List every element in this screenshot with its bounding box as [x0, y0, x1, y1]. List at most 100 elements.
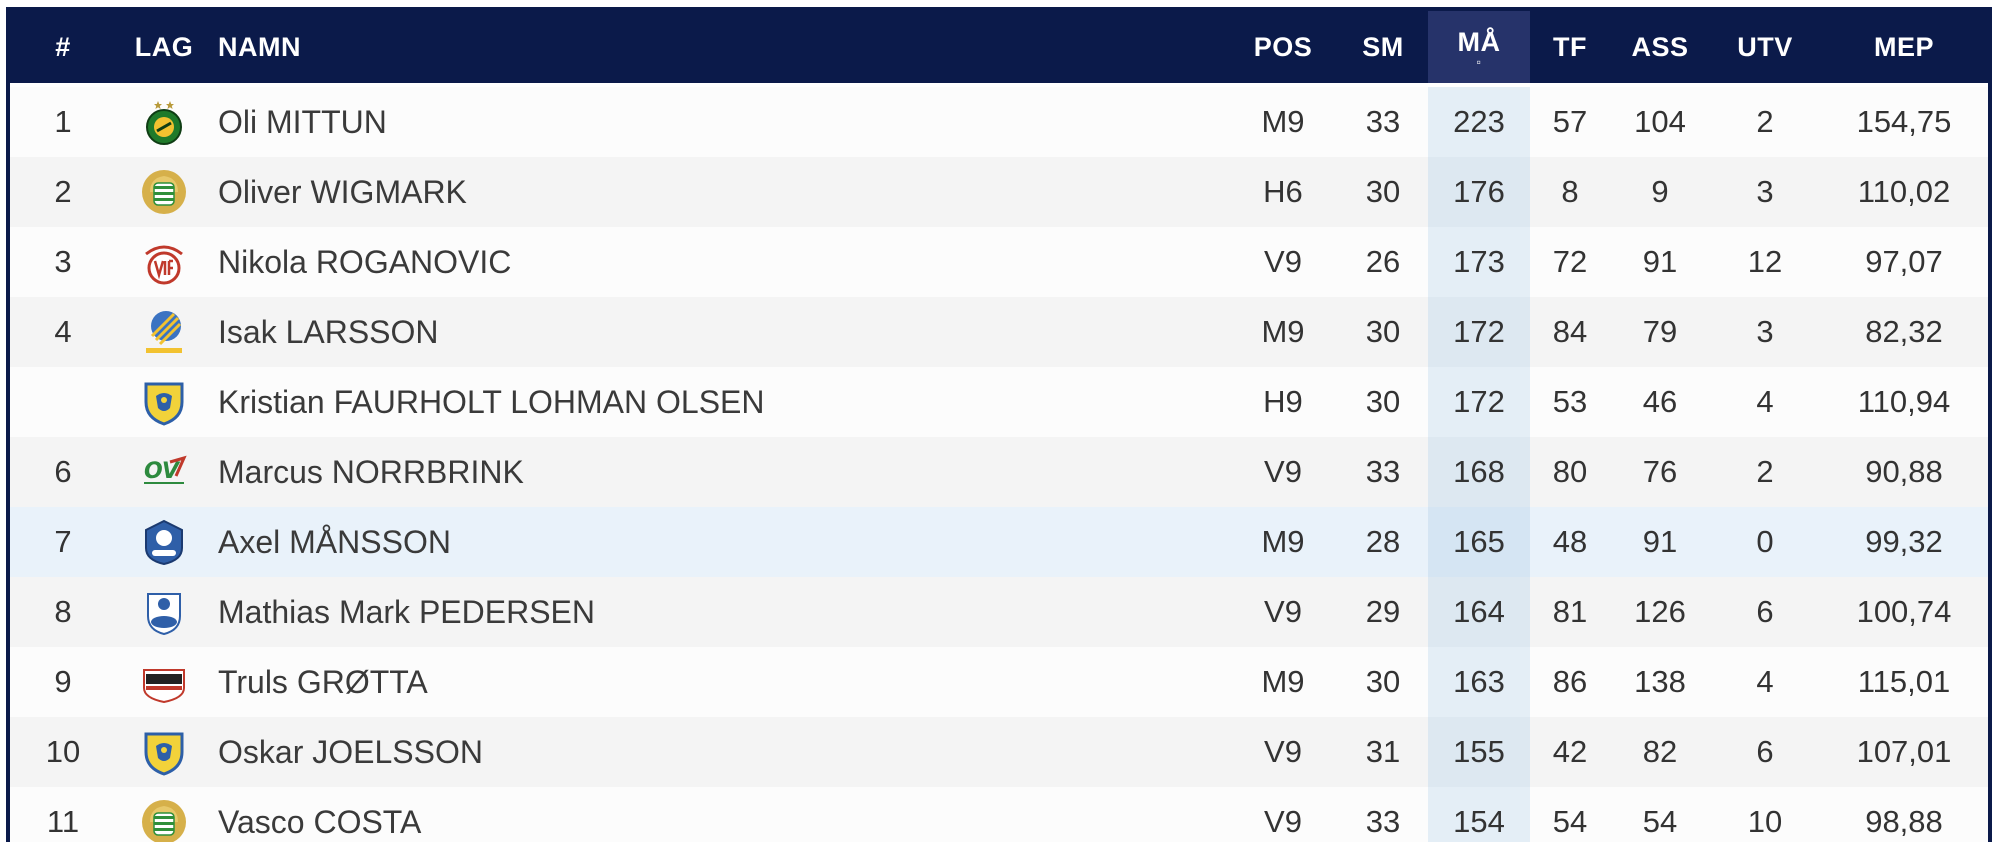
header-name[interactable]: NAMN [218, 31, 301, 62]
cell-pos: V9 [1264, 804, 1302, 839]
cell-ma: 163 [1428, 647, 1530, 717]
cell-tf: 81 [1552, 594, 1588, 629]
sort-indicator-icon: ▫ [1476, 54, 1482, 69]
cell-tf: 48 [1552, 524, 1588, 559]
cell-ma: 173 [1428, 227, 1530, 297]
cell-sm: 33 [1365, 454, 1401, 489]
team-logo-eskilstuna-red-icon [140, 238, 188, 286]
table-row[interactable]: Kristian FAURHOLT LOHMAN OLSEN H9 30 172 53 4… [10, 367, 1988, 437]
cell-sm: 31 [1365, 734, 1401, 769]
team-logo-blue-1899-crest-icon [140, 518, 188, 566]
cell-team-logo[interactable] [116, 227, 212, 297]
cell-utv: 4 [1756, 664, 1774, 699]
cell-ass: 91 [1642, 244, 1678, 279]
cell-pos: V9 [1264, 734, 1302, 769]
cell-mep: 115,01 [1857, 664, 1951, 699]
cell-tf: 80 [1552, 454, 1588, 489]
cell-rank: 7 [54, 524, 72, 559]
team-logo-green-gold-stars-icon [140, 98, 188, 146]
cell-sm: 33 [1365, 104, 1401, 139]
table-row[interactable]: 3 Nikola ROGANOVIC V9 26 173 72 91 12 97,07 [10, 227, 1988, 297]
table-row[interactable]: 4 Isak LARSSON M9 30 172 84 79 3 82,32 [10, 297, 1988, 367]
cell-ma: 165 [1428, 507, 1530, 577]
cell-mep: 82,32 [1865, 314, 1943, 349]
table-row[interactable]: 7 Axel MÅNSSON M9 28 165 48 91 0 99,32 [10, 507, 1988, 577]
cell-tf: 54 [1552, 804, 1588, 839]
cell-pos: V9 [1264, 244, 1302, 279]
cell-pos: M9 [1261, 104, 1305, 139]
cell-player-name[interactable]: Truls GRØTTA [218, 663, 428, 700]
cell-utv: 6 [1756, 594, 1774, 629]
cell-team-logo[interactable] [116, 367, 212, 437]
table-row[interactable]: 8 Mathias Mark PEDERSEN V9 29 164 81 126 6 100,7… [10, 577, 1988, 647]
header-ma-sorted[interactable]: MÅ ▫ [1428, 11, 1530, 83]
header-rank[interactable]: # [55, 31, 71, 62]
cell-team-logo[interactable] [116, 297, 212, 367]
cell-rank [10, 367, 116, 437]
cell-tf: 42 [1552, 734, 1588, 769]
team-logo-ov-green-red-icon: OV [140, 448, 188, 496]
team-logo-yellow-lion-shield-icon [140, 728, 188, 776]
cell-player-name[interactable]: Mathias Mark PEDERSEN [218, 593, 595, 630]
cell-player-name[interactable]: Oli MITTUN [218, 103, 387, 140]
cell-team-logo[interactable] [116, 787, 212, 842]
header-tf[interactable]: TF [1553, 31, 1587, 62]
table-row[interactable]: 11 Vasco COSTA V9 33 154 54 54 10 98,88 [10, 787, 1988, 842]
cell-rank: 2 [54, 174, 72, 209]
cell-pos: V9 [1264, 454, 1302, 489]
cell-team-logo[interactable] [116, 577, 212, 647]
team-logo-green-white-gold-icon [140, 168, 188, 216]
cell-rank: 4 [54, 314, 72, 349]
cell-sm: 30 [1365, 664, 1401, 699]
cell-player-name[interactable]: Oskar JOELSSON [218, 733, 483, 770]
cell-mep: 110,94 [1857, 384, 1951, 419]
table-row[interactable]: 2 Oliver WIGMARK H6 30 176 8 9 3 110,02 [10, 157, 1988, 227]
cell-team-logo[interactable]: OV [116, 437, 212, 507]
cell-player-name[interactable]: Nikola ROGANOVIC [218, 243, 512, 280]
cell-mep: 98,88 [1865, 804, 1943, 839]
header-ma-label: MÅ [1457, 26, 1501, 57]
cell-player-name[interactable]: Vasco COSTA [218, 803, 422, 840]
cell-ass: 76 [1642, 454, 1678, 489]
cell-ma: 168 [1428, 437, 1530, 507]
header-mep[interactable]: MEP [1873, 31, 1934, 62]
table-row[interactable]: 6 OV Marcus NORRBRINK V9 33 168 80 76 2 90,88 [10, 437, 1988, 507]
cell-sm: 33 [1365, 804, 1401, 839]
table-body: 1 Oli MITTUN M9 33 223 57 104 2 154,75 2 Oliver WI… [10, 87, 1988, 842]
cell-ma: 155 [1428, 717, 1530, 787]
table-row[interactable]: 9 Truls GRØTTA M9 30 163 86 138 4 115,01 [10, 647, 1988, 717]
cell-team-logo[interactable] [116, 87, 212, 157]
table-row[interactable]: 1 Oli MITTUN M9 33 223 57 104 2 154,75 [10, 87, 1988, 157]
cell-player-name[interactable]: Isak LARSSON [218, 313, 439, 350]
stats-table: # LAG NAMN POS SM MÅ ▫ TF ASS UTV MEP 1 O… [6, 7, 1992, 842]
cell-utv: 2 [1756, 104, 1774, 139]
header-pos[interactable]: POS [1253, 31, 1313, 62]
cell-player-name[interactable]: Axel MÅNSSON [218, 523, 451, 560]
cell-pos: V9 [1264, 594, 1302, 629]
cell-team-logo[interactable] [116, 507, 212, 577]
cell-tf: 72 [1552, 244, 1588, 279]
cell-utv: 3 [1756, 174, 1774, 209]
cell-player-name[interactable]: Kristian FAURHOLT LOHMAN OLSEN [218, 383, 765, 420]
cell-tf: 84 [1552, 314, 1588, 349]
cell-team-logo[interactable] [116, 647, 212, 717]
header-team[interactable]: LAG [134, 31, 194, 62]
cell-mep: 90,88 [1865, 454, 1943, 489]
cell-mep: 107,01 [1856, 734, 1952, 769]
cell-sm: 29 [1365, 594, 1401, 629]
cell-utv: 0 [1756, 524, 1774, 559]
header-utv[interactable]: UTV [1737, 31, 1793, 62]
cell-sm: 28 [1365, 524, 1401, 559]
cell-team-logo[interactable] [116, 717, 212, 787]
cell-ass: 82 [1642, 734, 1678, 769]
table-row[interactable]: 10 Oskar JOELSSON V9 31 155 42 82 6 107,01 [10, 717, 1988, 787]
team-logo-green-white-gold-icon [140, 798, 188, 842]
cell-sm: 30 [1365, 384, 1401, 419]
cell-player-name[interactable]: Oliver WIGMARK [218, 173, 467, 210]
cell-mep: 97,07 [1865, 244, 1943, 279]
header-sm[interactable]: SM [1362, 31, 1404, 62]
header-ass[interactable]: ASS [1631, 31, 1689, 62]
cell-player-name[interactable]: Marcus NORRBRINK [218, 453, 524, 490]
cell-ma: 154 [1428, 787, 1530, 842]
cell-team-logo[interactable] [116, 157, 212, 227]
